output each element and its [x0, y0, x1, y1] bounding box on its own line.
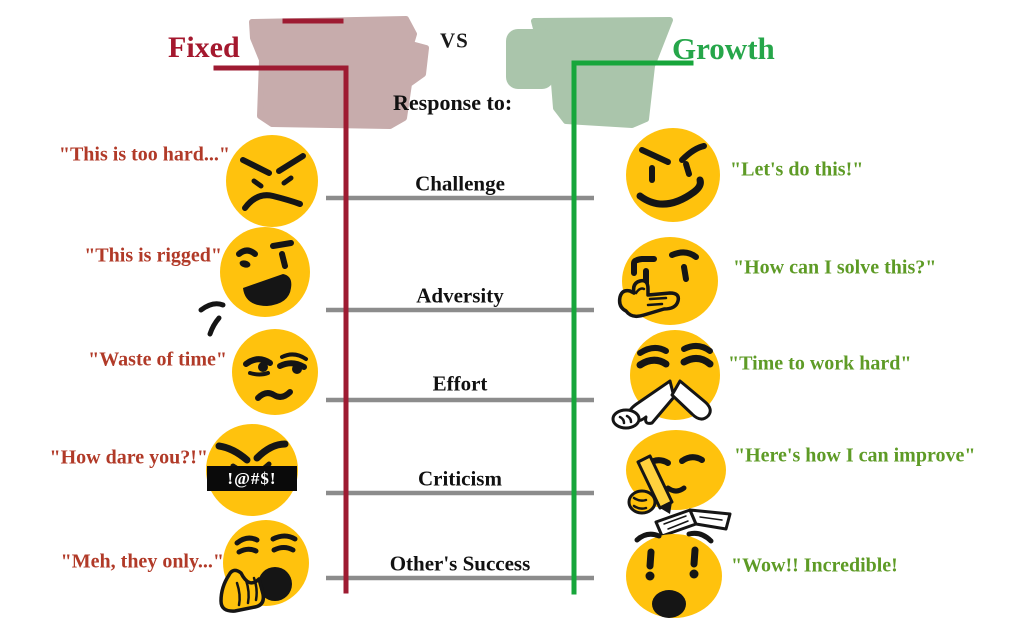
- fixed-quote-challenge: "This is too hard...": [58, 143, 230, 166]
- growth-quote-criticism: "Here's how I can improve": [734, 444, 976, 467]
- category-label-challenge: Challenge: [415, 171, 505, 196]
- category-rule-lines: [326, 195, 594, 581]
- cursing-face-icon: !@#$!: [177, 400, 327, 550]
- fixed-title: Fixed: [168, 31, 240, 64]
- shouting-face-icon: [185, 212, 335, 362]
- response-to-heading: Response to:: [393, 90, 513, 115]
- yawning-face-icon: [191, 495, 341, 633]
- category-label-effort: Effort: [432, 371, 488, 396]
- thinking-face-icon: [592, 215, 742, 365]
- fixed-axis-line: [213, 18, 349, 594]
- growth-vertical-line: [571, 60, 694, 595]
- growth-quote-effort: "Time to work hard": [728, 352, 912, 375]
- steaming-determined-face-icon: [600, 313, 750, 463]
- fixed-quote-criticism: "How dare you?!": [49, 446, 208, 469]
- category-label-criticism: Criticism: [418, 466, 502, 491]
- growth-quote-challenge: "Let's do this!": [730, 158, 864, 181]
- fixed-quote-others-success: "Meh, they only...": [60, 550, 224, 573]
- growth-quote-adversity: "How can I solve this?": [733, 256, 937, 279]
- smirking-determined-face-icon: [598, 110, 748, 260]
- astonished-face-icon: [599, 514, 749, 633]
- angry-face-icon: [197, 116, 347, 266]
- vs-label: VS: [440, 28, 469, 53]
- eye-roll-face-icon: [200, 302, 350, 452]
- writing-face-icon: [600, 412, 750, 562]
- fixed-quote-adversity: "This is rigged": [84, 244, 222, 267]
- censored-swear-bar: !@#$!: [207, 466, 297, 491]
- fixed-vertical-line: [213, 65, 349, 594]
- growth-title: Growth: [672, 31, 775, 66]
- growth-quote-others-success: "Wow!! Incredible!: [731, 554, 898, 577]
- fixed-quote-effort: "Waste of time": [88, 348, 227, 371]
- category-label-others-success: Other's Success: [389, 551, 531, 576]
- growth-brush-blob-tab: [506, 29, 554, 89]
- category-label-adversity: Adversity: [416, 283, 504, 308]
